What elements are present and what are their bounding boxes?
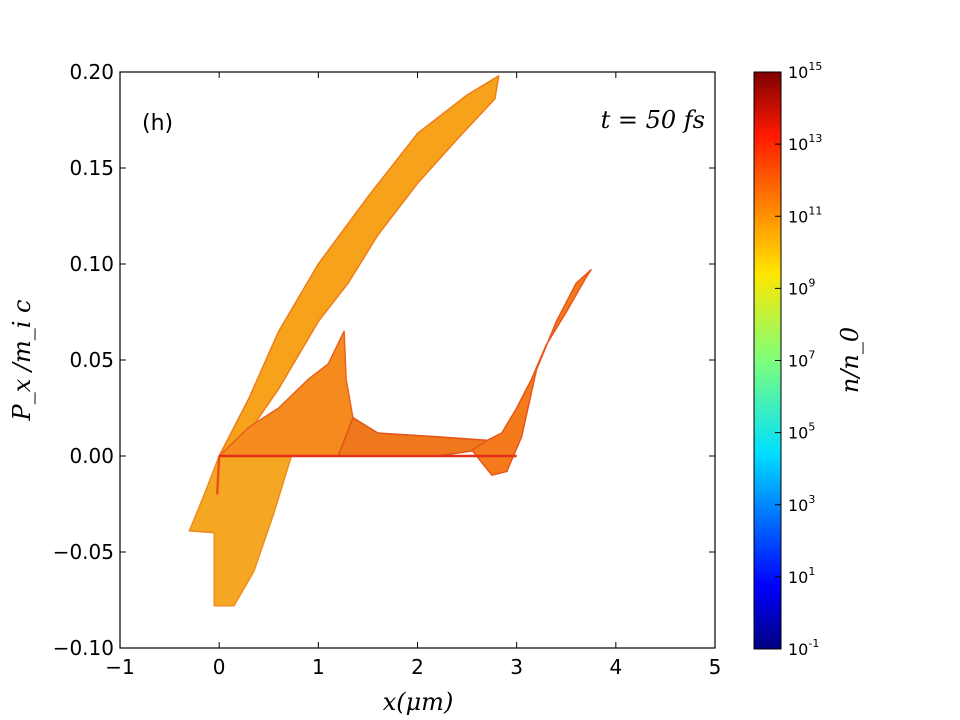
x-tick-label: 4 — [609, 655, 622, 679]
x-tick-label: 3 — [510, 655, 523, 679]
panel-label: (h) — [142, 111, 173, 136]
x-tick-label: 5 — [709, 655, 722, 679]
y-tick-label: −0.05 — [53, 540, 114, 564]
plateau-region — [337, 416, 493, 457]
y-tick-label: −0.10 — [53, 636, 114, 660]
colorbar-tick-label: 109 — [788, 276, 815, 298]
colorbar-tick-label: 1015 — [788, 60, 822, 82]
colorbar-ticks: 1015 1013 1011 109 107 105 103 101 10-1 — [775, 60, 822, 659]
upper-branch-region — [218, 75, 500, 457]
colorbar-tick-label: 10-1 — [788, 637, 819, 659]
data-layer — [188, 75, 592, 607]
colorbar-tick-label: 107 — [788, 349, 815, 371]
time-annotation: t = 50 fs — [601, 106, 705, 134]
y-tick-label: 0.05 — [69, 348, 114, 372]
y-tick-label: 0.00 — [69, 444, 114, 468]
x-tick-label: 0 — [213, 655, 226, 679]
y-axis-label: P_x /m_i c — [8, 300, 36, 422]
left-edge — [215, 455, 221, 495]
y-tick-label: 0.15 — [69, 156, 114, 180]
colorbar-tick-label: 1013 — [788, 132, 822, 154]
colorbar-tick-label: 101 — [788, 565, 815, 587]
x-tick-label: 2 — [411, 655, 424, 679]
colorbar-tick-label: 105 — [788, 421, 815, 443]
colorbar-label: n/n_0 — [836, 327, 864, 393]
right-branch-region — [471, 269, 592, 476]
y-tick-label: 0.10 — [69, 252, 114, 276]
lower-spray-region — [188, 432, 300, 607]
y-axis: −0.10 −0.05 0.00 0.05 0.10 0.15 0.20 — [53, 60, 715, 660]
colorbar-tick-label: 1011 — [788, 204, 822, 226]
colorbar-tick-label: 103 — [788, 493, 815, 515]
x-tick-label: 1 — [312, 655, 325, 679]
x-axis: −1 0 1 2 3 4 5 — [105, 72, 721, 679]
y-tick-label: 0.20 — [69, 60, 114, 84]
x-axis-label: x(μm) — [383, 688, 454, 716]
x-tick-label: −1 — [105, 655, 134, 679]
